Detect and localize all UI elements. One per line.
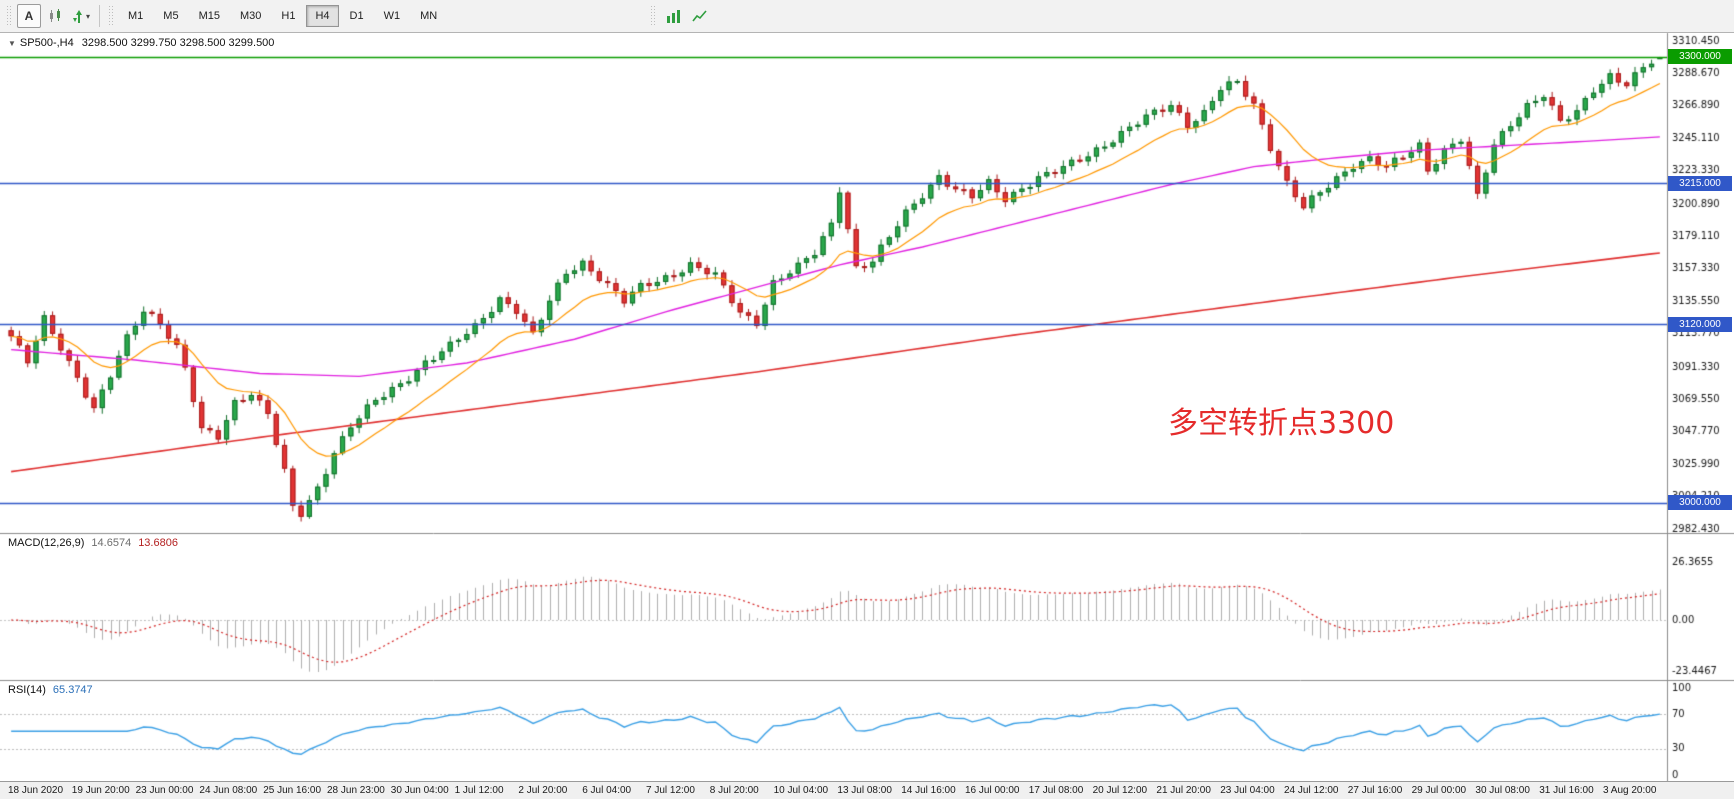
- time-axis-label: 23 Jul 04:00: [1220, 785, 1275, 796]
- line-chart-mode-button[interactable]: [687, 4, 711, 28]
- price-level-badge-3000-000[interactable]: 3000.000: [1668, 495, 1732, 511]
- macd-signal-value: 13.6806: [138, 537, 178, 549]
- time-axis-label: 13 Jul 08:00: [837, 785, 892, 796]
- time-axis-label: 31 Jul 16:00: [1539, 785, 1594, 796]
- arrows-icon: [72, 9, 82, 23]
- time-axis-label: 30 Jun 04:00: [390, 785, 449, 796]
- candles-tool-icon: [49, 8, 60, 22]
- timeframe-button-h1[interactable]: H1: [281, 10, 296, 22]
- chart-info-line: ▼ SP500-,H4 3298.500 3299.750 3298.500 3…: [8, 37, 274, 49]
- macd-main-value: 14.6574: [91, 537, 132, 549]
- price-level-badge-3120-000[interactable]: 3120.000: [1668, 316, 1732, 332]
- indicator-toolbar-grip[interactable]: [651, 6, 657, 26]
- chart-ohlc-values: 3298.500 3299.750 3298.500 3299.500: [81, 37, 275, 49]
- time-axis-label: 10 Jul 04:00: [773, 785, 829, 796]
- timeframe-button-m5[interactable]: M5: [163, 10, 179, 22]
- time-axis-label: 24 Jun 08:00: [199, 785, 258, 796]
- time-axis-label: 23 Jun 00:00: [135, 785, 194, 796]
- line-chart-icon: [692, 9, 707, 21]
- rsi-value: 65.3747: [52, 684, 93, 696]
- bar-chart-icon: [666, 9, 680, 23]
- time-axis-strip: 18 Jun 2020 19 Jun 20:00 23 Jun 00:00 24 Ju…: [0, 781, 1734, 799]
- time-axis-label: 2 Jul 20:00: [518, 785, 568, 796]
- time-axis-label: 28 Jun 23:00: [327, 785, 385, 796]
- main-toolbar: A ▾ M1 M5 M15 M30 H1 H4 D1 W1 MN: [0, 0, 1734, 33]
- time-axis-label: 25 Jun 16:00: [263, 785, 322, 796]
- timeframe-toolbar-grip[interactable]: [109, 6, 114, 26]
- time-axis-label: 3 Aug 20:00: [1603, 785, 1657, 796]
- bar-chart-mode-button[interactable]: [661, 4, 685, 28]
- time-axis-label: 29 Jul 00:00: [1411, 785, 1467, 796]
- timeframe-button-h4[interactable]: H4: [306, 5, 339, 27]
- collapse-triangle-icon[interactable]: ▼: [8, 38, 16, 48]
- text-tool-button[interactable]: A: [17, 4, 41, 28]
- timeframe-button-w1[interactable]: W1: [383, 10, 401, 22]
- time-axis-label: 20 Jul 12:00: [1092, 785, 1148, 796]
- time-axis-label: 7 Jul 12:00: [646, 785, 695, 796]
- price-level-badge-3300-000[interactable]: 3300.000: [1668, 49, 1732, 65]
- scale-tool-button[interactable]: ▾: [69, 4, 93, 28]
- chart-symbol-period: SP500-,H4: [19, 37, 74, 49]
- time-axis-label: 6 Jul 04:00: [582, 785, 632, 796]
- rsi-label-line: RSI(14) 65.3747: [8, 684, 93, 696]
- time-axis-label: 16 Jul 00:00: [965, 785, 1020, 796]
- time-axis-label: 24 Jul 12:00: [1284, 785, 1339, 796]
- toolbar-separator: [99, 5, 100, 27]
- timeframe-bar: M1 M5 M15 M30 H1 H4 D1 W1 MN: [118, 5, 447, 27]
- timeframe-button-m30[interactable]: M30: [239, 10, 262, 22]
- time-axis-label: 30 Jul 08:00: [1475, 785, 1530, 796]
- chart-object-button[interactable]: [43, 4, 67, 28]
- price-level-badge-3215-000[interactable]: 3215.000: [1668, 175, 1732, 191]
- time-axis-label: 14 Jul 16:00: [901, 785, 956, 796]
- toolbar-grip[interactable]: [7, 6, 12, 26]
- time-axis-label: 21 Jul 20:00: [1156, 785, 1211, 796]
- macd-indicator-name: MACD(12,26,9): [8, 537, 85, 549]
- time-axis-label: 1 Jul 12:00: [454, 785, 504, 796]
- time-axis-label: 19 Jun 20:00: [71, 785, 130, 796]
- time-axis-label: 17 Jul 08:00: [1028, 785, 1084, 796]
- macd-label-line: MACD(12,26,9) 14.6574 13.6806: [8, 537, 178, 549]
- time-axis-label: 27 Jul 16:00: [1347, 785, 1403, 796]
- timeframe-button-mn[interactable]: MN: [420, 10, 438, 22]
- dropdown-caret-icon: ▾: [85, 11, 90, 21]
- timeframe-button-d1[interactable]: D1: [349, 10, 364, 22]
- chart-annotation-text: 多空转折点3300: [1168, 406, 1395, 441]
- timeframe-button-m15[interactable]: M15: [198, 10, 220, 22]
- time-axis-label: 8 Jul 20:00: [709, 785, 759, 796]
- rsi-indicator-name: RSI(14): [8, 684, 46, 696]
- timeframe-button-m1[interactable]: M1: [128, 10, 144, 22]
- time-axis-label: 18 Jun 2020: [8, 785, 64, 796]
